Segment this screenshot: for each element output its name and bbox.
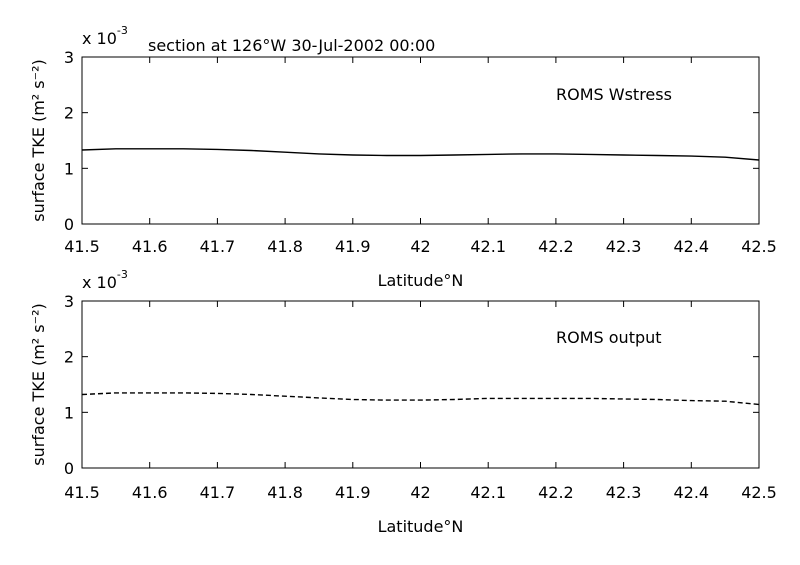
y-tick-label: 0 (64, 459, 74, 478)
x-tick-label: 42.5 (741, 483, 777, 502)
y-scale-note: x 10-3 (82, 268, 128, 292)
y-axis-label: surface TKE (m² s⁻²) (29, 59, 48, 221)
y-tick-label: 2 (64, 348, 74, 367)
x-tick-label: 42 (410, 237, 430, 256)
y-axis-label: surface TKE (m² s⁻²) (29, 303, 48, 465)
y-tick-label: 3 (64, 292, 74, 311)
x-tick-label: 42.4 (673, 483, 709, 502)
chart-panel-2: 41.5 41.6 41.7 41.8 41.9 42 42.1 42.2 42.3 42.4 42… (29, 268, 777, 536)
y-tick-label: 0 (64, 215, 74, 234)
y-tick-label: 1 (64, 403, 74, 422)
x-tick-label: 41.7 (200, 237, 236, 256)
x-tick-label: 41.6 (132, 237, 168, 256)
x-tick-label: 42.3 (606, 237, 642, 256)
x-tick-label: 42.2 (538, 237, 574, 256)
x-tick-label: 41.8 (267, 483, 303, 502)
x-tick-label: 41.5 (64, 237, 100, 256)
chart-title: section at 126°W 30-Jul-2002 00:00 (148, 36, 435, 55)
series-line-1 (81, 148, 760, 161)
series-line-2 (81, 392, 760, 406)
x-tick-label: 42.2 (538, 483, 574, 502)
x-tick-label: 41.7 (200, 483, 236, 502)
plot-frame (81, 56, 760, 225)
chart-panel-1: 41.5 41.6 41.7 41.8 41.9 42 42.1 42.2 42.3 42.4 42… (29, 24, 777, 290)
x-axis-label: Latitude°N (378, 271, 464, 290)
x-tick-label: 42.5 (741, 237, 777, 256)
x-tick-label: 41.5 (64, 483, 100, 502)
x-tick-label: 41.9 (335, 483, 371, 502)
x-tick-label: 42.1 (470, 237, 506, 256)
series-annotation: ROMS Wstress (556, 85, 672, 104)
x-tick-label: 42 (410, 483, 430, 502)
plot-frame (81, 300, 760, 469)
y-tick-label: 1 (64, 159, 74, 178)
x-tick-label: 42.1 (470, 483, 506, 502)
series-annotation: ROMS output (556, 328, 662, 347)
y-tick-label: 2 (64, 104, 74, 123)
x-axis-label: Latitude°N (378, 517, 464, 536)
x-tick-label: 41.6 (132, 483, 168, 502)
y-tick-label: 3 (64, 48, 74, 67)
x-tick-label: 42.4 (673, 237, 709, 256)
x-tick-label: 41.8 (267, 237, 303, 256)
x-tick-label: 42.3 (606, 483, 642, 502)
x-tick-label: 41.9 (335, 237, 371, 256)
y-scale-note: x 10-3 (82, 24, 128, 48)
